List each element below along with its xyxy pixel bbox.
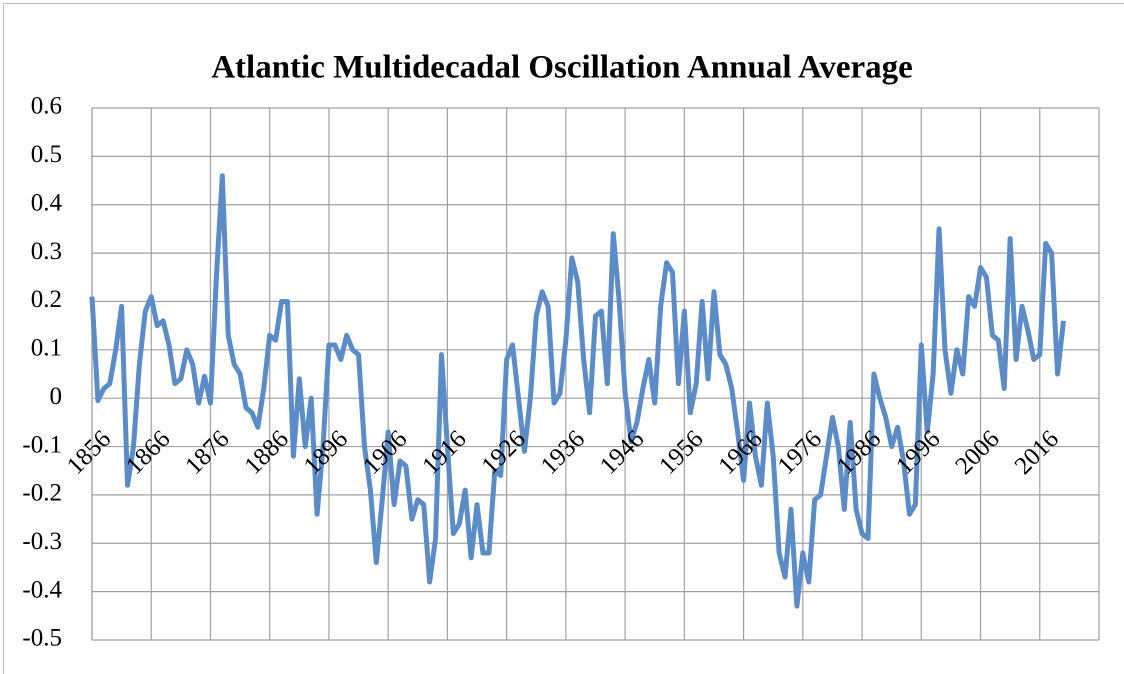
y-tick-label: -0.4: [22, 576, 62, 603]
x-tick-label: 1916: [417, 425, 471, 479]
x-tick-label: 2016: [1010, 425, 1064, 479]
y-tick-label: 0.2: [31, 286, 62, 313]
x-tick-label: 1876: [180, 425, 234, 479]
chart-border: [3, 3, 1124, 674]
x-tick-label: 1946: [595, 425, 649, 479]
y-tick-label: 0.6: [31, 93, 62, 120]
y-tick-label: -0.1: [22, 431, 62, 458]
y-tick-label: -0.2: [22, 480, 62, 507]
x-tick-label: 1886: [240, 425, 294, 479]
x-tick-label: 1956: [654, 425, 708, 479]
x-tick-label: 1936: [536, 425, 590, 479]
y-tick-label: -0.5: [22, 625, 62, 652]
y-tick-label: -0.3: [22, 528, 62, 555]
x-tick-label: 1856: [62, 425, 116, 479]
x-tick-label: 1976: [773, 425, 827, 479]
y-tick-label: 0.1: [31, 335, 62, 362]
y-tick-label: 0.3: [31, 238, 62, 265]
y-tick-label: 0: [50, 383, 63, 410]
data-line: [89, 173, 1066, 609]
y-tick-label: 0.5: [31, 141, 62, 168]
y-tick-label: 0.4: [31, 189, 63, 216]
x-tick-label: 2006: [950, 425, 1004, 479]
chart-title: Atlantic Multidecadal Oscillation Annual…: [211, 50, 913, 86]
